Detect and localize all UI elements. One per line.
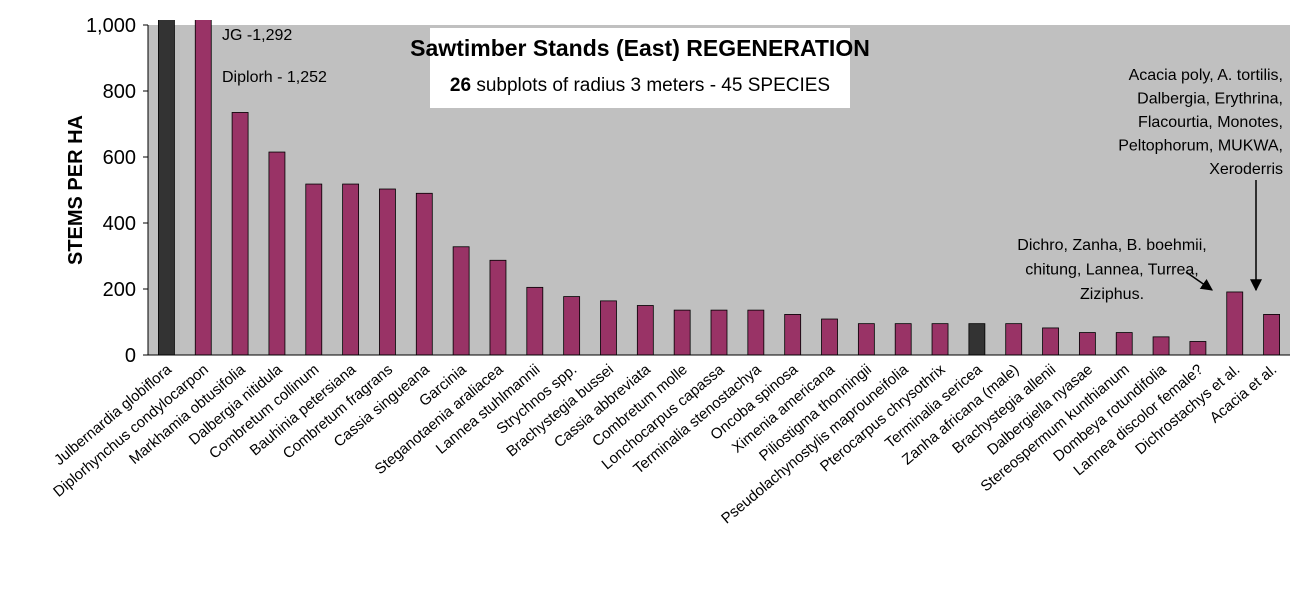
title-box (430, 28, 850, 108)
bar (673, 309, 691, 355)
annotation: Dalbergia, Erythrina, (1137, 91, 1283, 108)
bar (636, 305, 654, 355)
bar (415, 192, 433, 355)
bar (747, 309, 765, 355)
bar (894, 323, 912, 355)
bar (342, 183, 360, 355)
bar (563, 296, 581, 355)
bar (158, 20, 175, 355)
bar (379, 188, 396, 355)
bar (710, 309, 728, 355)
bar (857, 323, 875, 355)
annotation: Diplorh - 1,252 (222, 69, 327, 86)
annotation: Flacourtia, Monotes, (1138, 114, 1283, 131)
annotation: Ziziphus. (1080, 286, 1144, 303)
bar (600, 300, 617, 355)
bar (305, 183, 323, 355)
bar (968, 323, 986, 355)
y-tick-label: 1,000 (86, 15, 136, 37)
y-tick-label: 400 (103, 213, 136, 235)
y-tick-label: 0 (125, 345, 136, 367)
y-tick-label: 600 (103, 147, 136, 169)
bar (1115, 332, 1133, 355)
bar (1005, 323, 1023, 355)
annotation: JG -1,292 (222, 27, 292, 44)
bar (489, 259, 507, 355)
annotation: Acacia poly, A. tortilis, (1129, 67, 1283, 84)
bars (158, 20, 1280, 355)
bar (526, 286, 544, 355)
bar (194, 20, 212, 355)
y-tick-label: 200 (103, 279, 136, 301)
bar (1226, 291, 1244, 355)
annotation: Xeroderris (1209, 161, 1283, 178)
bar (452, 246, 470, 355)
subtitle-count: 26 (450, 75, 471, 96)
x-tick-label: Diplorhynchus condylocarpon (50, 361, 212, 501)
bar (1189, 341, 1207, 355)
arrow (1185, 271, 1213, 291)
bar (931, 323, 949, 355)
bar (1042, 327, 1059, 355)
y-tick-label: 800 (103, 81, 136, 103)
bar (231, 112, 249, 355)
chart-title: Sawtimber Stands (East) REGENERATION (410, 35, 870, 61)
bar (268, 151, 286, 355)
bar (1078, 332, 1096, 355)
subtitle-text: subplots of radius 3 meters - 45 SPECIES (476, 75, 830, 96)
bar (821, 318, 838, 355)
bar (1152, 336, 1170, 355)
annotation: Dichro, Zanha, B. boehmii, (1017, 237, 1206, 254)
bar (1263, 314, 1280, 355)
annotation: Peltophorum, MUKWA, (1118, 138, 1283, 155)
chart-subtitle: 26 subplots of radius 3 meters - 45 SPEC… (450, 75, 830, 96)
annotation: chitung, Lannea, Turrea, (1025, 262, 1198, 279)
bar (784, 314, 802, 355)
y-axis-label: STEMS PER HA (65, 115, 87, 265)
